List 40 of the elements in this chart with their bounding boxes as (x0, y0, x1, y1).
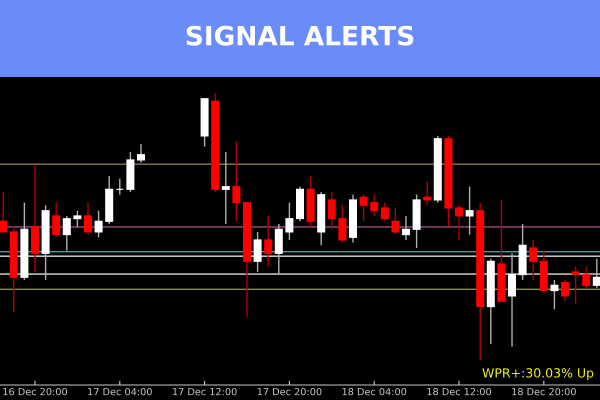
x-tick-label: 17 Dec 20:00 (258, 388, 322, 396)
chart-title: SIGNAL ALERTS (186, 26, 414, 46)
x-tick-label: 18 Dec 12:00 (427, 388, 492, 396)
candlestick (572, 266, 580, 305)
candlestick (94, 210, 103, 238)
candlestick (360, 194, 368, 222)
text: WPR+:30.03% Up (482, 368, 594, 380)
candlestick (0, 191, 8, 233)
candlestick (550, 279, 558, 310)
candlestick (508, 252, 516, 348)
candlestick (582, 266, 590, 289)
candlestick (380, 202, 389, 222)
candlestick (466, 186, 474, 236)
candlestick (423, 180, 432, 206)
candlestick (52, 202, 60, 238)
candlestick (370, 194, 378, 217)
candlestick (136, 143, 145, 164)
candlestick (254, 231, 262, 273)
x-tick-label: 17 Dec 12:00 (172, 388, 237, 396)
candlestick (561, 279, 570, 302)
x-tick-label: 16 Dec 20:00 (3, 388, 68, 396)
candlestick (222, 151, 230, 225)
candlestick (391, 207, 400, 236)
candlestick (62, 215, 71, 252)
candlestick (529, 239, 538, 281)
candlestick (232, 140, 240, 222)
candlestick (264, 215, 272, 268)
candlestick (592, 258, 600, 289)
candlestick (455, 204, 464, 241)
x-tick-label: 17 Dec 04:00 (88, 388, 152, 396)
candlestick (84, 202, 92, 236)
candlestick (328, 191, 336, 230)
candlestick (402, 215, 410, 241)
x-tick-label: 18 Dec 04:00 (342, 388, 406, 396)
candlestick (73, 210, 82, 228)
candlestick (285, 202, 294, 241)
x-tick-label: 18 Dec 20:00 (512, 388, 576, 396)
candlestick (274, 223, 283, 276)
candlestick (116, 178, 124, 196)
candlestick (338, 204, 346, 244)
